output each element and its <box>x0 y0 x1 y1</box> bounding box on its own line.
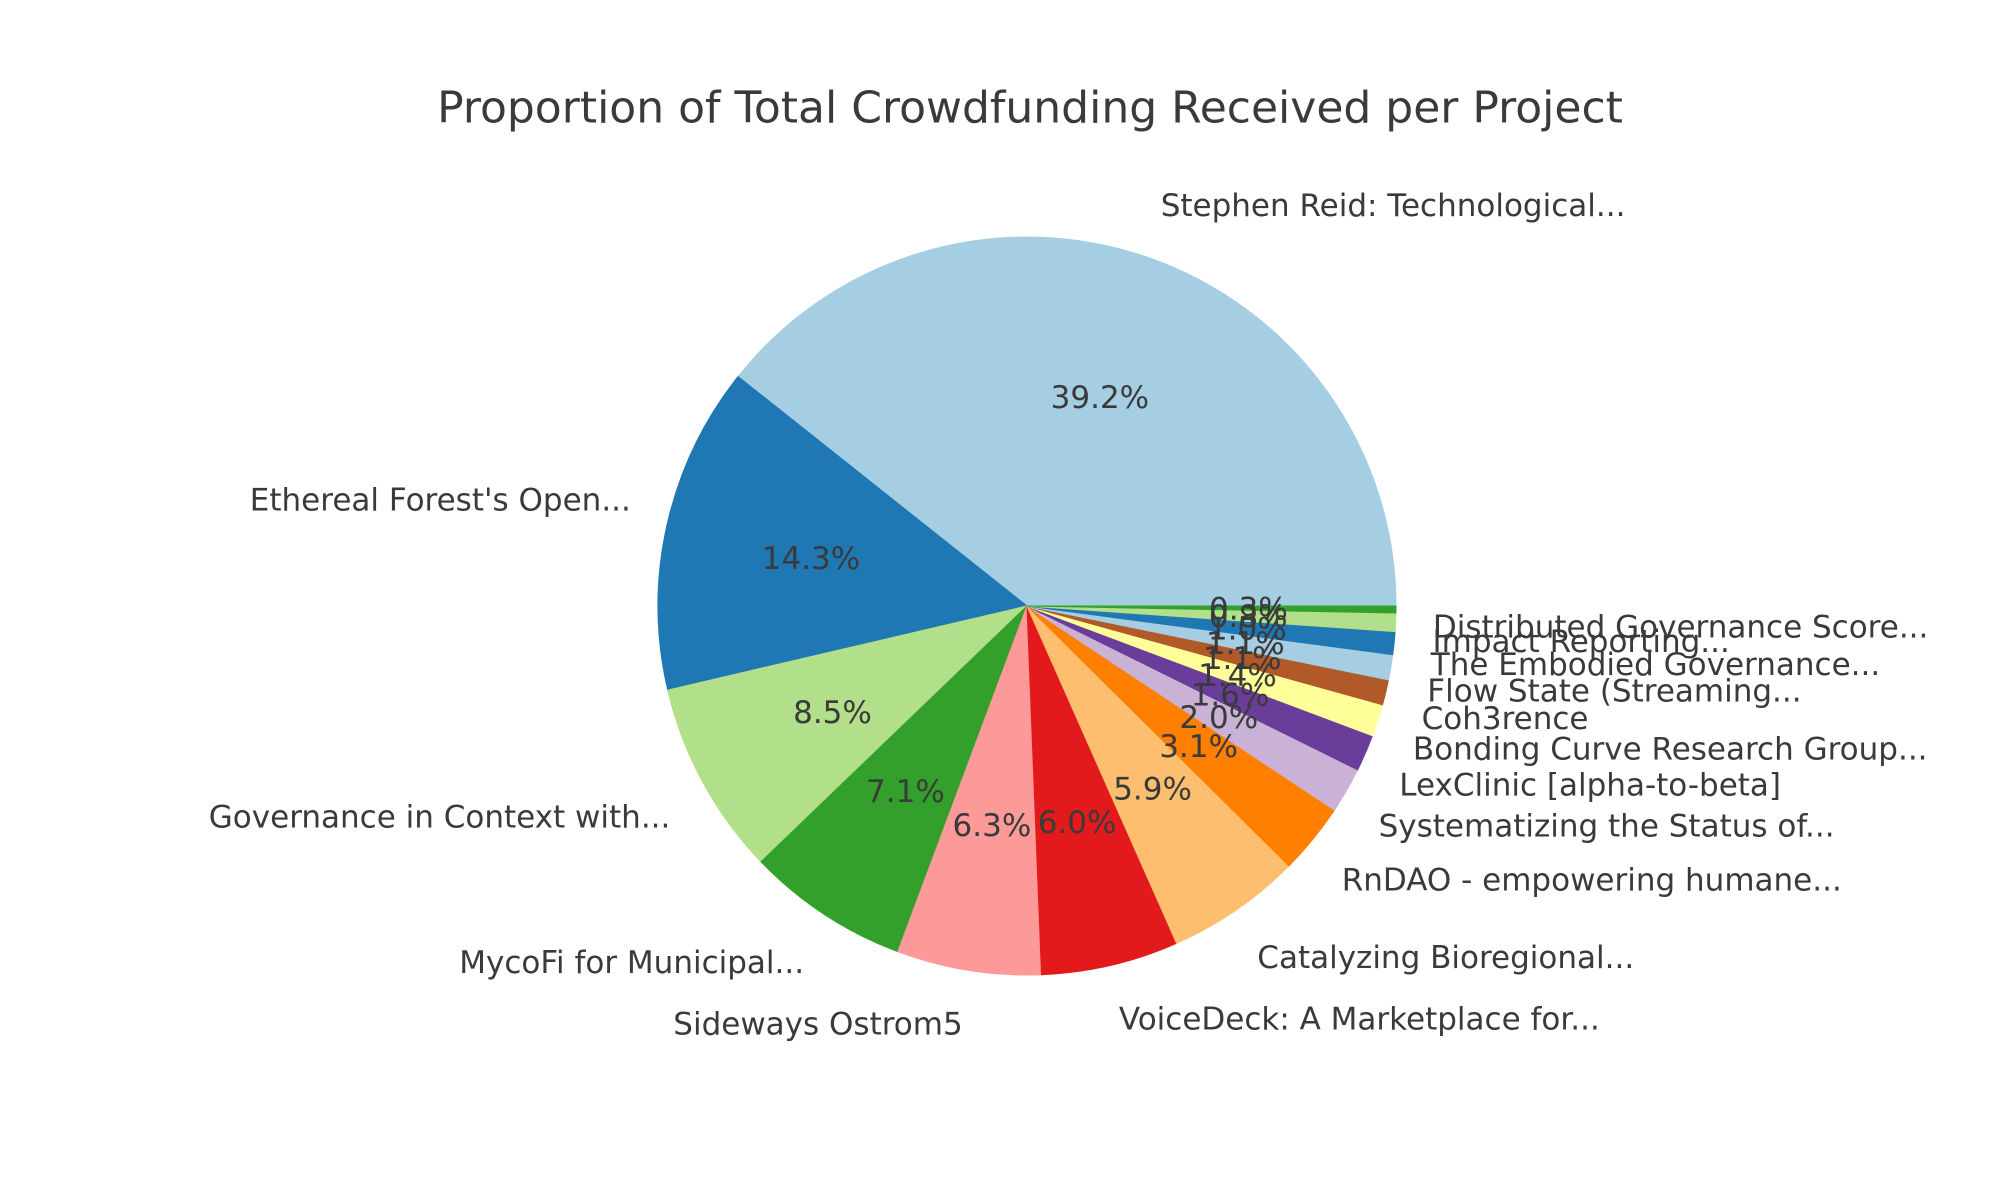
slice-pct-label: 39.2% <box>1051 380 1149 416</box>
slice-pct-label: 6.0% <box>1038 805 1117 841</box>
slice-pct-label: 5.9% <box>1113 771 1192 807</box>
slice-pct-label: 0.3% <box>1209 591 1288 627</box>
slice-pct-label: 14.3% <box>762 541 860 577</box>
slice-pct-label: 6.3% <box>953 808 1032 844</box>
slice-pct-label: 1.0% <box>1208 611 1287 647</box>
slice-label: RnDAO - empowering humane... <box>1342 862 1842 898</box>
slice-pct-label: 1.1% <box>1203 641 1282 677</box>
pie-slice <box>897 605 1043 976</box>
pie-slice <box>737 236 1397 607</box>
slice-pct-label: 3.1% <box>1159 729 1238 765</box>
slice-pct-label: 0.8% <box>1209 599 1288 635</box>
slice-label: MycoFi for Municipal... <box>459 945 804 981</box>
slice-label: LexClinic [alpha-to-beta] <box>1399 768 1781 804</box>
pie-slice <box>657 375 1029 691</box>
slice-label: Impact Reporting... <box>1433 624 1730 660</box>
pie-slice <box>1026 605 1397 614</box>
pie-slice <box>760 605 1028 953</box>
slice-pct-label: 1.6% <box>1191 677 1270 713</box>
slice-pct-label: 2.0% <box>1179 700 1258 736</box>
pie-slice <box>1026 605 1178 976</box>
slice-label: Systematizing the Status of... <box>1379 809 1835 845</box>
pie-slice <box>1026 605 1290 944</box>
slice-label: The Embodied Governance... <box>1430 647 1880 683</box>
slice-label: Ethereal Forest's Open... <box>250 482 631 518</box>
slice-label: VoiceDeck: A Marketplace for... <box>1119 1001 1600 1037</box>
pie-slice <box>667 605 1029 863</box>
slice-label: Governance in Context with... <box>209 800 671 836</box>
slice-label: Coh3rence <box>1422 701 1589 737</box>
slice-label: Bonding Curve Research Group... <box>1413 732 1928 768</box>
slice-label: Flow State (Streaming... <box>1427 673 1801 709</box>
slice-pct-label: 1.1% <box>1206 626 1285 662</box>
slice-label: Distributed Governance Score... <box>1433 610 1929 646</box>
slice-label: Catalyzing Bioregional... <box>1257 940 1634 976</box>
slice-label: Stephen Reid: Technological... <box>1161 188 1626 224</box>
slice-pct-label: 8.5% <box>793 695 872 731</box>
slice-label: Sideways Ostrom5 <box>673 1007 962 1043</box>
chart-title: Proportion of Total Crowdfunding Receive… <box>437 82 1623 134</box>
slice-pct-label: 7.1% <box>866 774 945 810</box>
slice-pct-label: 1.4% <box>1198 658 1277 694</box>
